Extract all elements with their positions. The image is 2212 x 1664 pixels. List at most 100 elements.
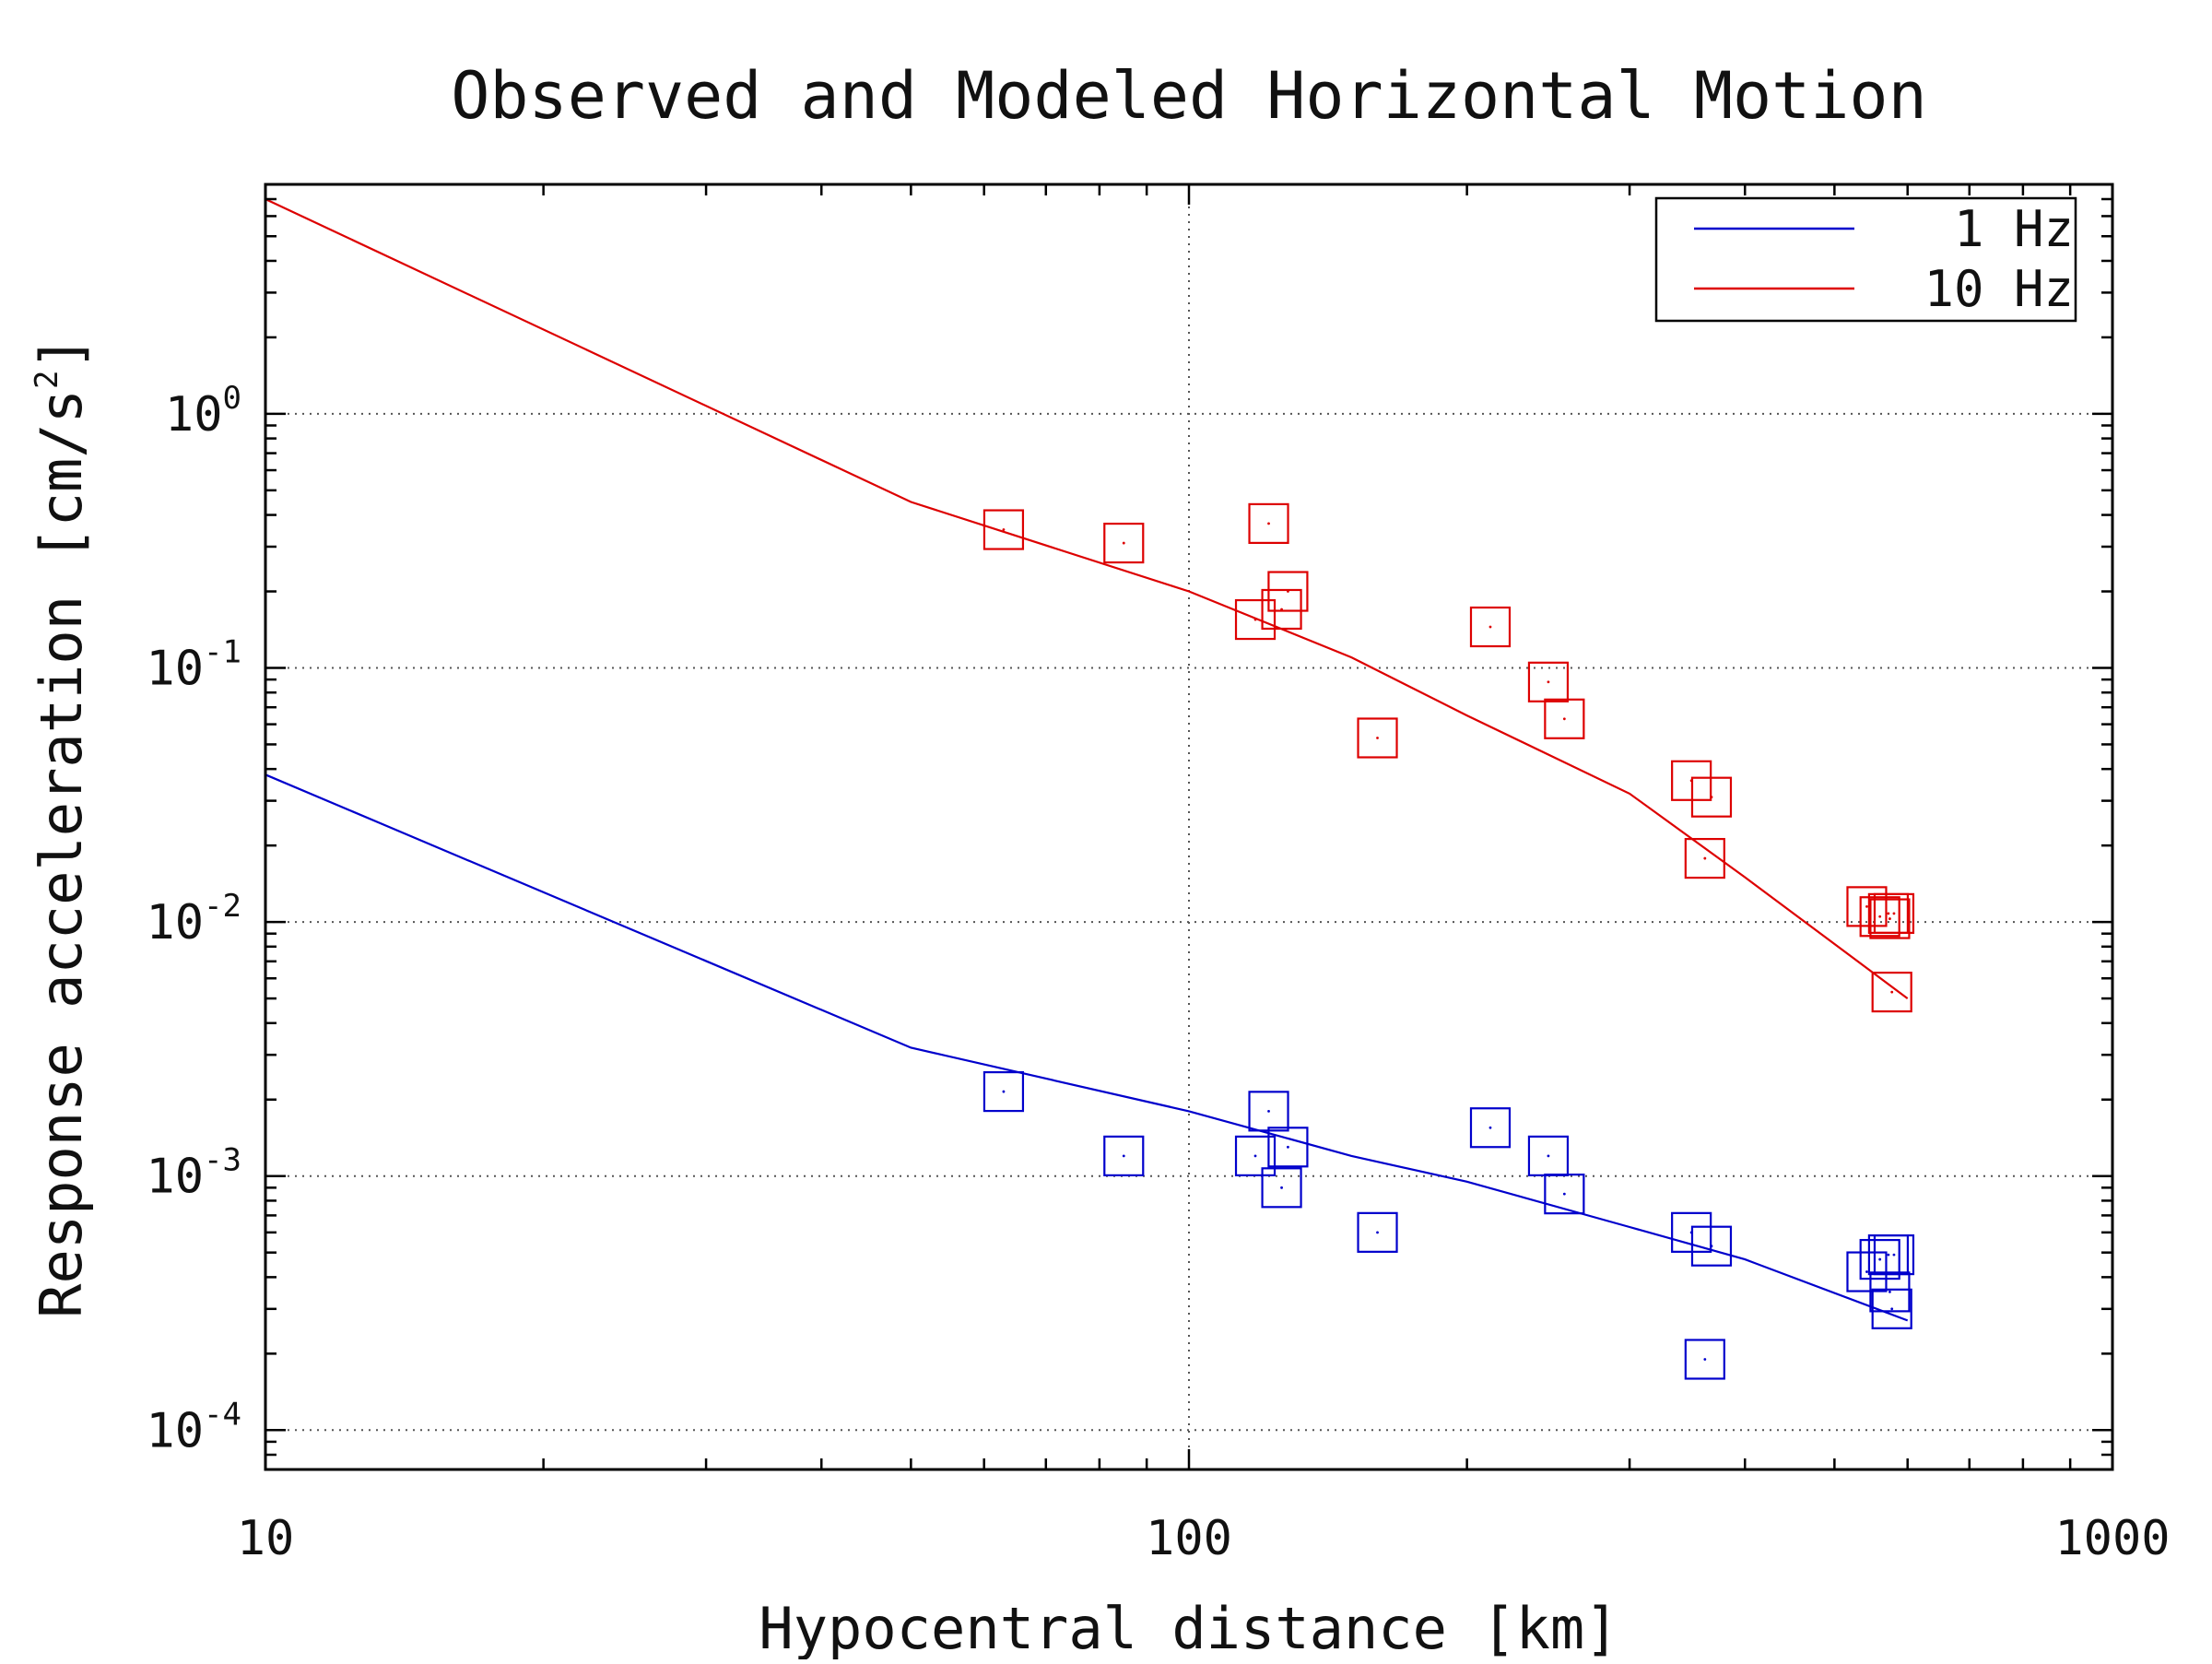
observed-marker-1 (982, 509, 1025, 550)
y-tick-label: 10-2 (146, 888, 241, 950)
observed-marker-0 (1873, 1233, 1915, 1276)
observed-marker-1 (1527, 661, 1570, 702)
axis-ticks (264, 183, 2112, 1471)
observed-center-dot-1 (1376, 737, 1379, 739)
observed-marker-1 (1261, 588, 1302, 631)
observed-center-dot-0 (1890, 1307, 1894, 1311)
observed-marker-1 (1690, 776, 1733, 818)
legend-box (1654, 196, 2077, 323)
model-line-1 (265, 198, 1909, 999)
y-tick-label: 10-3 (146, 1142, 241, 1205)
x-tick-label: 1000 (2054, 1511, 2170, 1566)
legend: 1 Hz 10 Hz (1654, 196, 2077, 323)
observed-marker-1 (1248, 502, 1289, 544)
x-tick-label: 10 (237, 1511, 295, 1566)
observed-marker-0 (1871, 1288, 1912, 1329)
y-tick-base: 10 (146, 1150, 204, 1205)
y-axis-label-end: ] (28, 336, 95, 370)
y-tick-exponent: -4 (204, 1396, 241, 1433)
observed-marker-1 (1267, 571, 1309, 612)
observed-marker-0 (982, 1070, 1025, 1113)
observed-center-dot-1 (1892, 912, 1896, 915)
observed-marker-1 (1103, 522, 1145, 564)
observed-center-dot-1 (1710, 796, 1713, 799)
observed-center-dot-0 (1887, 1253, 1890, 1257)
observed-center-dot-1 (1888, 917, 1891, 920)
series-layer (265, 198, 1915, 1380)
observed-marker-1 (1357, 717, 1398, 759)
observed-center-dot-1 (1562, 717, 1566, 721)
legend-label-10hz: 10 Hz (1924, 260, 2074, 318)
legend-label-1hz: 1 Hz (1954, 200, 2074, 258)
observed-center-dot-1 (1002, 528, 1006, 531)
observed-center-dot-1 (1488, 625, 1492, 629)
y-tick-exponent: -2 (204, 888, 241, 925)
y-tick-label: 100 (165, 380, 241, 443)
y-tick-label: 10-1 (146, 633, 241, 696)
model-line-0 (265, 773, 1909, 1322)
observed-marker-0 (1469, 1107, 1512, 1149)
observed-marker-0 (1684, 1339, 1725, 1380)
observed-center-dot-1 (1287, 590, 1289, 593)
observed-center-dot-0 (1892, 1253, 1896, 1257)
y-axis-label-superscript: 2 (29, 371, 65, 389)
observed-center-dot-0 (1002, 1090, 1006, 1093)
observed-marker-0 (1234, 1135, 1277, 1176)
x-axis-label: Hypocentral distance [km] (759, 1595, 1618, 1659)
y-axis-label: Response acceleration [cm/s2] (28, 336, 95, 1318)
observed-marker-0 (1103, 1135, 1145, 1176)
observed-center-dot-1 (1890, 990, 1894, 994)
observed-marker-1 (1234, 598, 1277, 641)
observed-center-dot-0 (1888, 1290, 1891, 1293)
observed-marker-0 (1357, 1211, 1398, 1253)
observed-center-dot-0 (1287, 1145, 1289, 1149)
observed-marker-1 (1846, 886, 1888, 927)
observed-center-dot-1 (1703, 856, 1707, 860)
chart-title: Observed and Modeled Horizontal Motion (451, 58, 1926, 134)
y-axis-label-main: Response acceleration [cm/s (28, 389, 95, 1318)
observed-center-dot-0 (1878, 1257, 1882, 1261)
observed-center-dot-1 (1887, 912, 1890, 915)
y-tick-base: 10 (146, 641, 204, 696)
observed-marker-1 (1684, 837, 1725, 879)
y-tick-label: 10-4 (146, 1396, 241, 1458)
observed-center-dot-0 (1547, 1154, 1550, 1158)
observed-marker-1 (1544, 698, 1585, 739)
y-tick-base: 10 (146, 895, 204, 950)
observed-center-dot-1 (1122, 541, 1125, 545)
y-tick-exponent: -1 (204, 633, 241, 670)
observed-marker-1 (1859, 896, 1900, 938)
observed-marker-0 (1267, 1127, 1309, 1168)
observed-center-dot-0 (1562, 1192, 1566, 1196)
observed-center-dot-0 (1253, 1154, 1257, 1158)
observed-marker-1 (1873, 892, 1915, 934)
observed-center-dot-1 (1878, 915, 1882, 918)
observed-center-dot-0 (1376, 1231, 1379, 1234)
observed-marker-1 (1469, 606, 1512, 648)
observed-center-dot-1 (1253, 618, 1257, 621)
observed-marker-0 (1859, 1238, 1900, 1280)
observed-center-dot-0 (1280, 1186, 1283, 1189)
observed-center-dot-1 (1547, 680, 1550, 684)
observed-center-dot-0 (1865, 1270, 1868, 1273)
observed-center-dot-0 (1122, 1154, 1125, 1158)
observed-center-dot-0 (1703, 1358, 1707, 1361)
observed-center-dot-1 (1865, 904, 1868, 908)
grid-lines (265, 184, 2112, 1469)
y-tick-exponent: 0 (223, 380, 241, 417)
observed-marker-1 (1871, 971, 1912, 1013)
observed-center-dot-1 (1267, 522, 1270, 525)
x-tick-label: 100 (1146, 1511, 1232, 1566)
observed-marker-0 (1869, 1271, 1911, 1313)
y-tick-base: 10 (146, 1403, 204, 1458)
observed-marker-0 (1690, 1225, 1733, 1267)
observed-marker-0 (1544, 1174, 1585, 1215)
observed-center-dot-0 (1710, 1245, 1713, 1248)
observed-center-dot-0 (1488, 1126, 1492, 1129)
y-tick-base: 10 (165, 387, 223, 443)
observed-center-dot-0 (1267, 1109, 1270, 1113)
observed-marker-1 (1869, 898, 1911, 939)
observed-marker-0 (1261, 1167, 1302, 1209)
